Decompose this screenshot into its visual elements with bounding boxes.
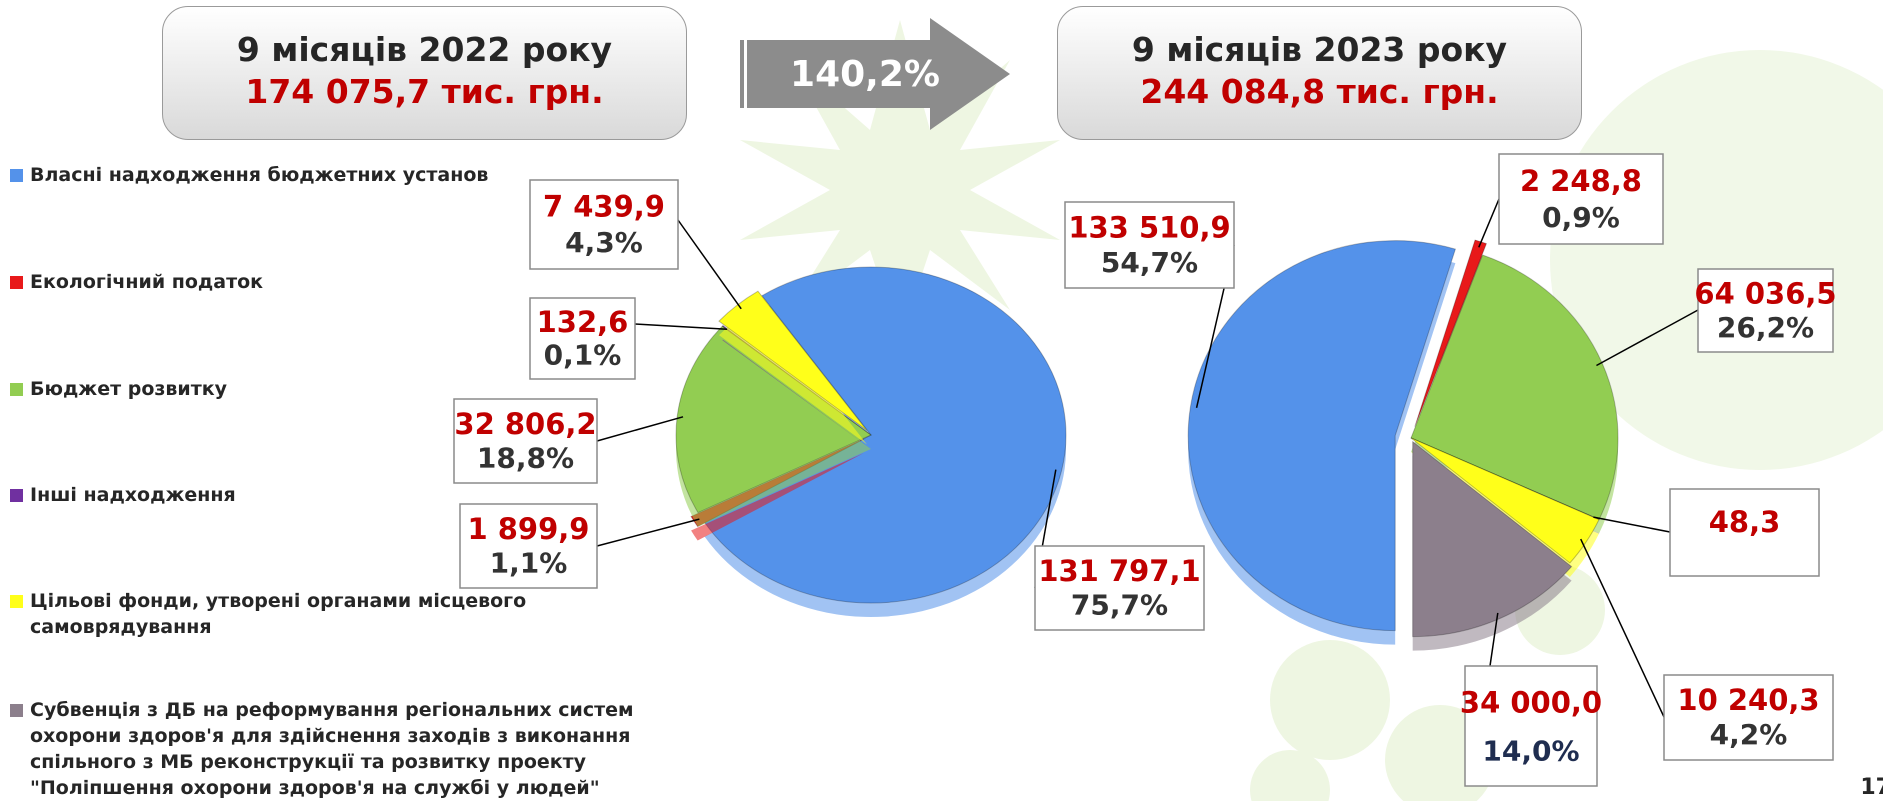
value-label: 133 510,9 (1068, 211, 1230, 245)
leader-line (597, 519, 699, 546)
leader-line (1479, 199, 1499, 247)
share-label: 75,7% (1071, 588, 1168, 621)
leader-line (1596, 310, 1698, 365)
pie (1188, 240, 1618, 651)
share-label: 18,8% (477, 441, 574, 474)
leader-line (635, 324, 727, 329)
share-label: 4,2% (1710, 718, 1788, 751)
value-label: 48,3 (1709, 505, 1781, 539)
pie-charts: 131 797,175,7% 1 899,91,1% 32 806,218,8% 13… (0, 0, 1883, 801)
value-label: 1 899,9 (467, 512, 589, 546)
page-number: 17 (1860, 775, 1883, 800)
value-label: 34 000,0 (1460, 685, 1602, 719)
share-label: 26,2% (1717, 311, 1814, 344)
share-label: 4,3% (565, 226, 643, 259)
value-label: 64 036,5 (1694, 277, 1836, 311)
slide: { "growth": "140,2%", "page_number": "17… (0, 0, 1883, 801)
label-box (1465, 666, 1597, 786)
value-label: 2 248,8 (1520, 164, 1642, 198)
leader-line (678, 220, 741, 309)
share-label: 1,1% (490, 546, 568, 579)
share-label: 54,7% (1101, 246, 1198, 279)
leader-line (597, 417, 683, 441)
value-label: 132,6 (537, 305, 629, 339)
pie (676, 267, 1066, 617)
share-label: 14,0% (1482, 734, 1579, 767)
leader-line (1593, 517, 1670, 532)
value-label: 32 806,2 (454, 407, 596, 441)
share-label: 0,1% (544, 338, 622, 371)
value-label: 131 797,1 (1038, 554, 1200, 588)
share-label: 0,9% (1542, 201, 1620, 234)
value-label: 10 240,3 (1677, 683, 1819, 717)
value-label: 7 439,9 (543, 189, 665, 223)
